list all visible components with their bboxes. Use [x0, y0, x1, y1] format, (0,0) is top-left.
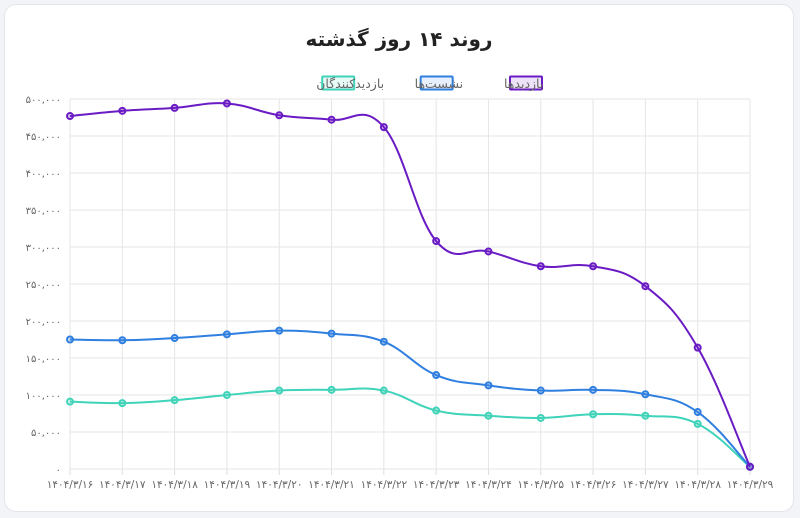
- series-point-1[interactable]: [641, 390, 650, 399]
- series-point-0[interactable]: [118, 106, 127, 115]
- x-tick-label: ۱۴۰۴/۳/۲۲: [361, 479, 408, 491]
- legend-label-0[interactable]: بازدیدها: [504, 76, 543, 92]
- series-point-2[interactable]: [170, 396, 179, 405]
- series-point-2[interactable]: [484, 411, 493, 420]
- series-point-0[interactable]: [66, 112, 74, 121]
- x-tick-label: ۱۴۰۴/۳/۲۷: [622, 479, 669, 491]
- legend-swatch-2[interactable]: [321, 75, 356, 91]
- chart-card: روند ۱۴ روز گذشته: [4, 4, 794, 512]
- x-tick-label: ۱۴۰۴/۳/۲۵: [517, 479, 564, 491]
- series-point-1[interactable]: [432, 371, 441, 380]
- y-tick-label: ۱۵۰,۰۰۰: [26, 354, 61, 365]
- series-point-1[interactable]: [275, 326, 284, 335]
- series-point-1[interactable]: [118, 336, 127, 345]
- series-point-0[interactable]: [170, 103, 179, 112]
- series-point-0[interactable]: [589, 262, 598, 271]
- x-tick-label: ۱۴۰۴/۳/۱۷: [99, 479, 146, 491]
- y-tick-label: ۱۰۰,۰۰۰: [26, 391, 61, 402]
- x-tick-label: ۱۴۰۴/۳/۲۳: [413, 479, 460, 491]
- series-point-1[interactable]: [536, 386, 545, 395]
- x-tick-label: ۱۴۰۴/۳/۲۴: [465, 479, 512, 491]
- series-point-1[interactable]: [379, 337, 388, 346]
- y-tick-label: ۳۵۰,۰۰۰: [26, 206, 61, 217]
- chart-title: روند ۱۴ روز گذشته: [305, 27, 493, 51]
- y-tick-label: ۲۰۰,۰۰۰: [26, 317, 61, 328]
- series-point-1[interactable]: [484, 381, 493, 390]
- series-point-0[interactable]: [484, 247, 493, 256]
- y-tick-label: ۵۰۰,۰۰۰: [26, 95, 61, 106]
- y-tick-label: ۳۰۰,۰۰۰: [26, 243, 61, 254]
- series-point-2[interactable]: [379, 386, 388, 395]
- x-tick-label: ۱۴۰۴/۳/۲۰: [256, 479, 303, 491]
- series-point-0[interactable]: [536, 262, 545, 271]
- series-line-1: [69, 329, 751, 468]
- series-point-2[interactable]: [222, 391, 231, 399]
- series-point-1[interactable]: [170, 334, 179, 343]
- series-point-0[interactable]: [641, 282, 650, 291]
- x-tick-label: ۱۴۰۴/۳/۱۹: [204, 479, 251, 491]
- series-point-0[interactable]: [693, 343, 702, 352]
- series-point-0[interactable]: [222, 99, 231, 108]
- series-point-2[interactable]: [66, 397, 74, 406]
- series-point-0[interactable]: [327, 115, 336, 124]
- series-point-1[interactable]: [327, 329, 336, 338]
- series-point-2[interactable]: [118, 399, 127, 408]
- x-tick-label: ۱۴۰۴/۳/۲۱: [308, 479, 355, 491]
- series-point-2[interactable]: [275, 386, 284, 395]
- series-point-1[interactable]: [589, 385, 598, 394]
- series-point-2[interactable]: [536, 413, 545, 422]
- x-tick-label: ۱۴۰۴/۳/۲۶: [570, 479, 617, 491]
- series-point-0[interactable]: [275, 111, 284, 120]
- series-point-2[interactable]: [589, 410, 598, 419]
- y-tick-label: ۵۰,۰۰۰: [31, 428, 61, 439]
- series-point-2[interactable]: [693, 419, 702, 428]
- x-tick-label: ۱۴۰۴/۳/۲۹: [727, 479, 774, 491]
- series-point-0[interactable]: [746, 462, 754, 471]
- series-point-0[interactable]: [379, 123, 388, 132]
- series-point-2[interactable]: [641, 411, 650, 420]
- y-tick-label: ۰: [56, 465, 61, 476]
- legend-swatch-1[interactable]: [419, 75, 454, 91]
- x-tick-label: ۱۴۰۴/۳/۱۸: [151, 479, 198, 491]
- legend-label-2[interactable]: بازدیدکنندگان: [316, 76, 384, 92]
- series-line-2: [69, 387, 751, 468]
- y-tick-label: ۲۵۰,۰۰۰: [26, 280, 61, 291]
- series-point-2[interactable]: [327, 385, 336, 394]
- series-point-1[interactable]: [222, 330, 231, 339]
- legend-label-1[interactable]: نشست‌ها: [415, 76, 463, 91]
- series-line-0: [69, 102, 751, 468]
- legend-swatch-0[interactable]: [509, 75, 543, 91]
- x-tick-label: ۱۴۰۴/۳/۱۶: [47, 479, 94, 491]
- x-tick-label: ۱۴۰۴/۳/۲۸: [674, 479, 721, 491]
- y-tick-label: ۴۵۰,۰۰۰: [26, 132, 61, 143]
- y-tick-label: ۴۰۰,۰۰۰: [26, 169, 61, 180]
- series-point-1[interactable]: [693, 408, 702, 417]
- series-point-1[interactable]: [66, 335, 74, 344]
- series-point-0[interactable]: [432, 237, 441, 246]
- series-point-2[interactable]: [432, 406, 441, 415]
